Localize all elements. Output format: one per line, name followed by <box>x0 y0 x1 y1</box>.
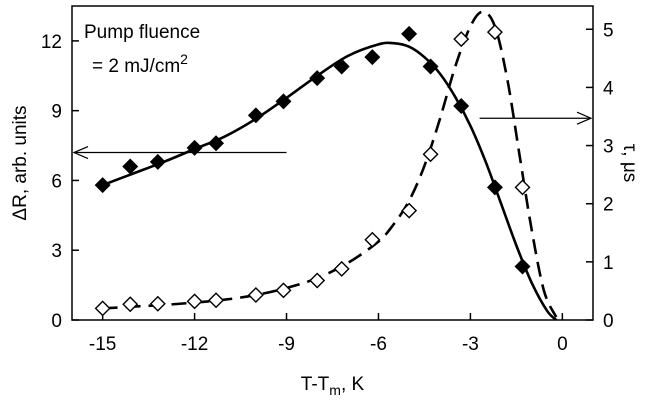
annotation-superscript: 2 <box>180 51 188 67</box>
x-tick-label: -12 <box>181 334 208 355</box>
reflectivity-data-point <box>186 139 203 156</box>
reflectivity-data-point <box>149 153 166 170</box>
tau-data-point <box>309 272 326 289</box>
x-tick-label: -3 <box>462 334 479 355</box>
x-axis-title-tail: , K <box>341 374 365 395</box>
tau-data-point <box>486 24 503 41</box>
right-y-tick-label: 0 <box>603 311 614 332</box>
reflectivity-data-point <box>486 179 503 196</box>
tau-data-point <box>364 231 381 248</box>
reflectivity-data-point <box>247 107 264 124</box>
right-y-tick-label: 1 <box>603 253 614 274</box>
axes <box>71 5 594 321</box>
tau-data-point <box>401 202 418 219</box>
left-y-tick-label: 0 <box>51 311 62 332</box>
reflectivity-fit-curve <box>102 41 558 320</box>
right-axis-arrow-head <box>576 111 593 125</box>
reflectivity-data-point <box>309 70 326 87</box>
left-y-tick-label: 3 <box>51 241 62 262</box>
tau-data-point <box>333 260 350 277</box>
x-tick-label: -6 <box>370 334 387 355</box>
tau-data-point <box>275 282 292 299</box>
x-axis-title-base: T-T <box>301 374 330 395</box>
data-markers <box>94 24 531 317</box>
left-y-tick-label: 12 <box>41 32 62 53</box>
x-axis-title: T-Tm, K <box>301 374 365 398</box>
reflectivity-data-point <box>364 49 381 66</box>
left-y-tick-label: 6 <box>51 171 62 192</box>
tau-data-point <box>186 293 203 310</box>
tau-data-point <box>514 179 531 196</box>
tau-data-point <box>453 31 470 48</box>
right-y-tick-label: 4 <box>603 78 614 99</box>
tau-data-point <box>149 295 166 312</box>
left-y-axis-ticks: 0 3 6 9 12 <box>41 32 79 332</box>
right-y-tick-label: 2 <box>603 195 614 216</box>
tau-data-point <box>247 287 264 303</box>
reflectivity-data-point <box>333 58 350 75</box>
annotation-line-2-text: = 2 mJ/cm <box>92 56 180 77</box>
annotation-line-2: = 2 mJ/cm2 <box>92 51 188 77</box>
left-y-tick-label: 9 <box>51 102 62 123</box>
axis-arrows <box>72 111 593 160</box>
right-y-tick-label: 3 <box>603 137 614 158</box>
reflectivity-data-point <box>122 158 139 175</box>
x-axis-title-subscript: m <box>329 382 341 398</box>
reflectivity-data-point <box>422 58 439 75</box>
x-tick-label: -15 <box>89 334 116 355</box>
left-axis-arrow-head <box>72 145 89 160</box>
right-y-tick-label: 5 <box>603 20 614 41</box>
x-tick-label: 0 <box>557 334 568 355</box>
tau-data-point <box>94 300 111 317</box>
reflectivity-data-point <box>514 258 531 275</box>
reflectivity-data-point <box>94 177 111 194</box>
tau-data-point <box>208 292 225 309</box>
tau-data-point <box>422 146 439 163</box>
reflectivity-data-point <box>208 135 225 152</box>
left-y-axis-title: ΔR, arb. units <box>10 105 31 220</box>
reflectivity-data-point <box>401 25 418 42</box>
reflectivity-data-point <box>275 93 292 110</box>
right-y-axis-ticks: 0 1 2 3 4 5 <box>586 20 614 332</box>
x-axis-ticks: -15 -12 -9 -6 -3 0 <box>89 313 568 355</box>
right-y-axis-title: τ, μs <box>619 144 640 183</box>
plot-frame <box>71 5 594 321</box>
annotation-line-1: Pump fluence <box>84 22 200 43</box>
x-tick-label: -9 <box>278 334 295 355</box>
tau-data-point <box>122 296 139 313</box>
reflectivity-data-point <box>453 98 470 115</box>
